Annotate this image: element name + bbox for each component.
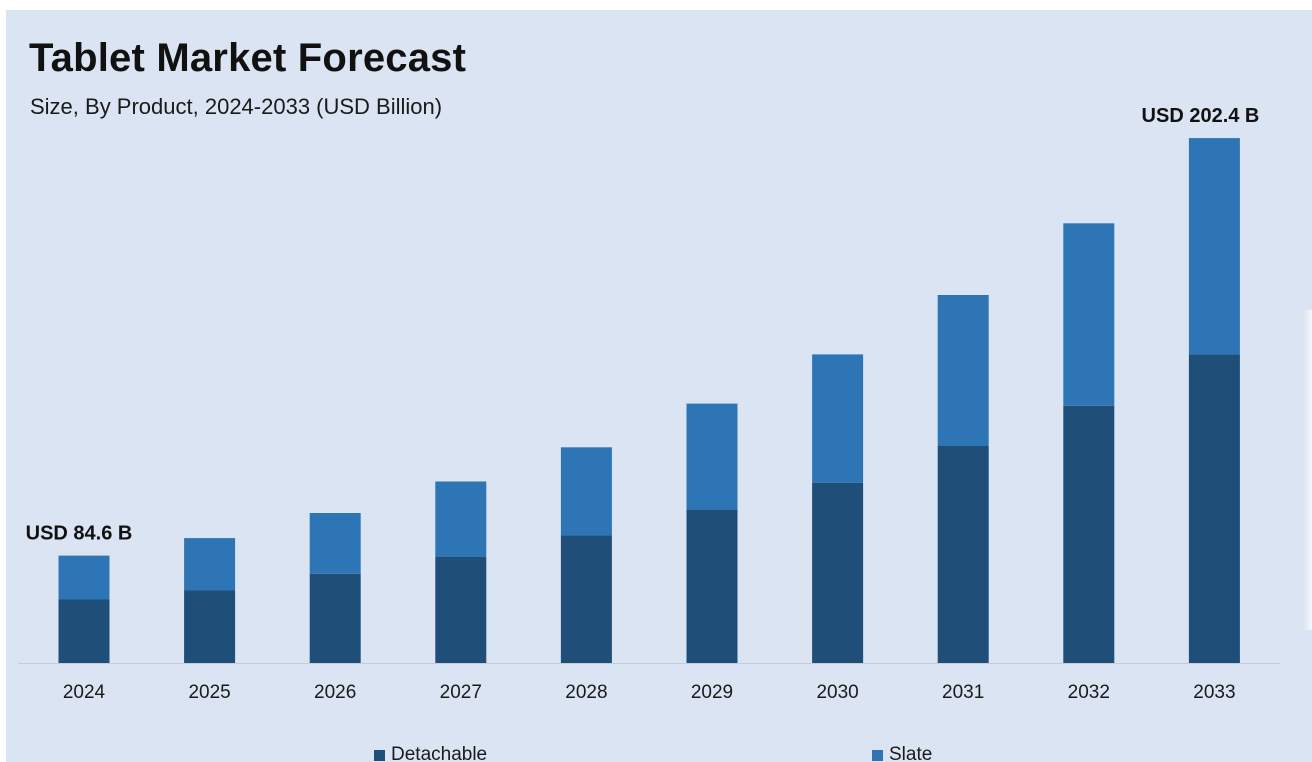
x-tick-label: 2027 [440,682,482,703]
bar-slate-2026 [309,513,361,574]
bar-slate-2029 [686,403,738,510]
legend-swatch [374,750,385,761]
legend-swatch [872,750,883,761]
bar-detachable-2024 [58,599,110,663]
bar-detachable-2028 [560,535,612,663]
bar-detachable-2026 [309,573,361,663]
chart-subtitle: Size, By Product, 2024-2033 (USD Billion… [30,94,443,119]
bar-detachable-2027 [435,557,487,663]
data-label-2033: USD 202.4 B [1142,105,1260,127]
bar-slate-2031 [937,295,989,446]
edge-shade [1302,310,1312,630]
x-tick-label: 2033 [1193,682,1235,703]
bar-slate-2025 [184,538,236,591]
x-tick-label: 2029 [691,682,733,703]
bar-slate-2030 [812,354,864,483]
bar-detachable-2029 [686,509,738,663]
x-tick-label: 2030 [816,682,858,703]
chart-title: Tablet Market Forecast [29,36,467,80]
x-tick-label: 2024 [63,682,106,703]
legend-item-detachable: Detachable [374,744,487,762]
bar-detachable-2033 [1188,354,1240,663]
legend-item-slate: Slate [872,744,932,762]
bar-slate-2028 [560,447,612,536]
x-tick-label: 2028 [565,682,607,703]
bar-detachable-2025 [184,590,236,663]
legend-label: Slate [889,744,932,762]
legend-label: Detachable [391,744,487,762]
bar-detachable-2030 [812,482,864,663]
bar-detachable-2032 [1063,405,1115,663]
x-tick-label: 2025 [188,682,230,703]
bar-detachable-2031 [937,446,989,663]
bar-slate-2033 [1188,138,1240,355]
data-label-2024: USD 84.6 B [26,523,133,545]
bar-slate-2024 [58,555,110,600]
bar-chart: 2024 2025 2026 2027 2028 2029 2030 2031 2032 2033… [18,105,1280,762]
x-tick-label: 2026 [314,682,356,703]
chart-frame: Tablet Market Forecast Size, By Product,… [6,10,1312,762]
x-tick-label: 2031 [942,682,984,703]
bar-slate-2032 [1063,223,1115,406]
bar-slate-2027 [435,481,487,557]
x-tick-label: 2032 [1068,682,1110,703]
